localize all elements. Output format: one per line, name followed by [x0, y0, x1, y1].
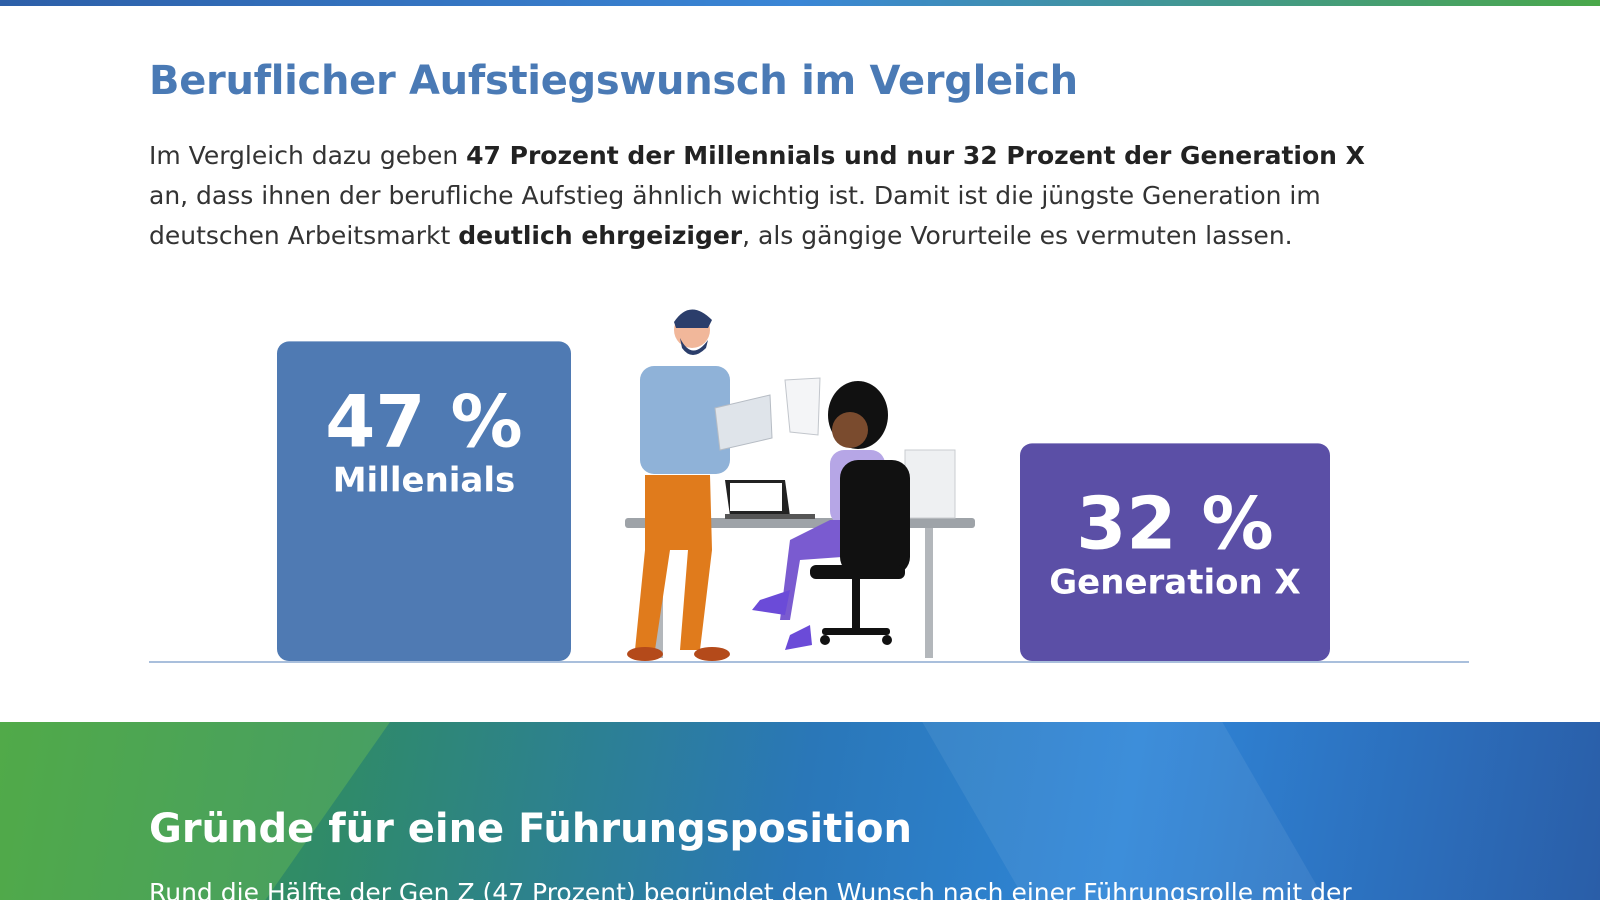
next-section-text: Rund die Hälfte der Gen Z (47 Prozent) b… [149, 878, 1352, 900]
value-label: 47 % [325, 379, 522, 463]
illustration [625, 309, 975, 661]
section-title: Beruflicher Aufstiegswunsch im Vergleich [149, 58, 1078, 104]
bar [277, 341, 571, 661]
top-bar [0, 0, 1600, 6]
bold-text: deutlich ehrgeiziger [458, 221, 743, 250]
next-section: Gründe für eine Führungsposition Rund di… [0, 722, 1600, 900]
text: an, dass ihnen der berufliche Aufstieg ä… [149, 181, 1321, 250]
category-label: Millenials [333, 460, 516, 500]
text: , als gängige Vorurteile es vermuten las… [742, 221, 1293, 250]
value-label: 32 % [1076, 481, 1273, 565]
comparison-chart: 47 %Millenials 32 %Generation X [149, 309, 1469, 663]
intro-paragraph: Im Vergleich dazu geben 47 Prozent der M… [149, 136, 1409, 256]
text: Im Vergleich dazu geben [149, 141, 467, 170]
next-section-title: Gründe für eine Führungsposition [149, 806, 912, 852]
category-label: Generation X [1049, 562, 1300, 602]
bar [1020, 443, 1330, 661]
bold-text: 47 Prozent der Millennials und nur 32 Pr… [466, 141, 1365, 170]
